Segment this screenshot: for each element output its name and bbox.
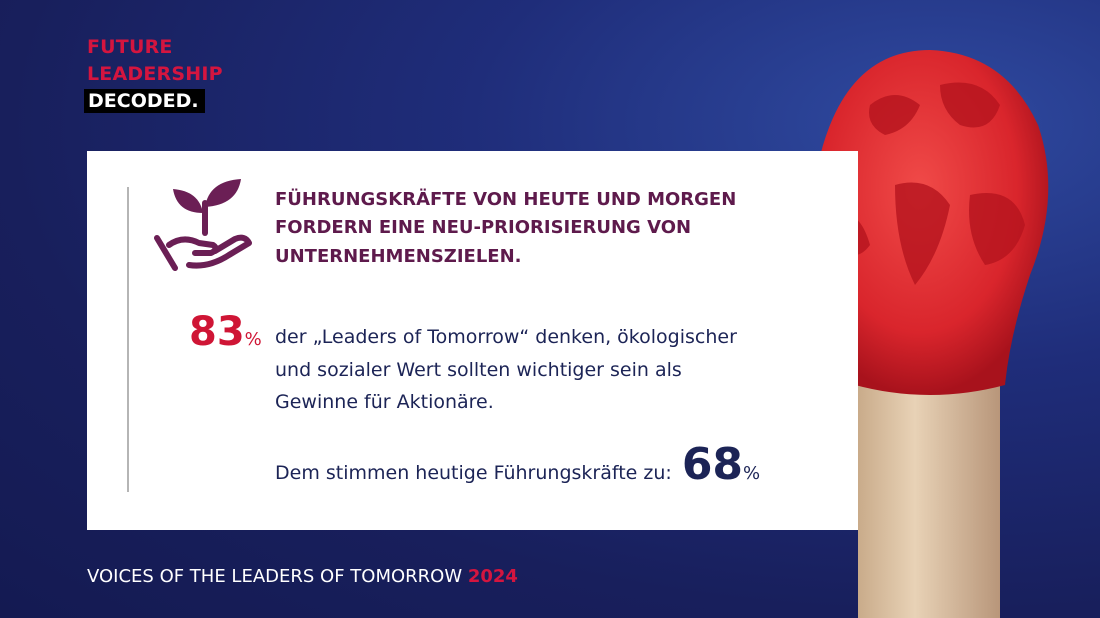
match-illustration	[814, 50, 1049, 618]
headline-line: FORDERN EINE NEU-PRIORISIERUNG VON	[275, 217, 692, 238]
logo-badge: DECODED.	[84, 89, 205, 113]
footer-year: 2024	[467, 566, 518, 587]
stat-number: 68	[681, 439, 744, 490]
stat-text: der „Leaders of Tomorrow“ denken, ökolog…	[275, 326, 737, 348]
stat-text: Dem stimmen heutige Führungskräfte zu:	[275, 462, 672, 484]
headline-line: FÜHRUNGSKRÄFTE VON HEUTE UND MORGEN	[275, 189, 737, 210]
logo-line: LEADERSHIP	[87, 63, 223, 85]
content-card: FÜHRUNGSKRÄFTE VON HEUTE UND MORGEN FORD…	[87, 151, 858, 530]
stat-unit: %	[743, 463, 761, 484]
footer-text: VOICES OF THE LEADERS OF TOMORROW	[87, 566, 463, 587]
logo-line: FUTURE	[87, 36, 173, 58]
stat-unit: %	[244, 329, 262, 350]
stat-text: Gewinne für Aktionäre.	[275, 391, 494, 413]
stat-text: und sozialer Wert sollten wichtiger sein…	[275, 359, 682, 381]
stat-row: Dem stimmen heutige Führungskräfte zu: 68…	[275, 439, 760, 490]
headline-line: UNTERNEHMENSZIELEN.	[275, 246, 522, 267]
divider	[127, 187, 129, 492]
stat-number: 83	[189, 309, 245, 355]
footer: VOICES OF THE LEADERS OF TOMORROW 2024	[87, 566, 518, 587]
stat-value: 83%	[189, 309, 262, 355]
plant-hand-icon	[154, 179, 252, 271]
